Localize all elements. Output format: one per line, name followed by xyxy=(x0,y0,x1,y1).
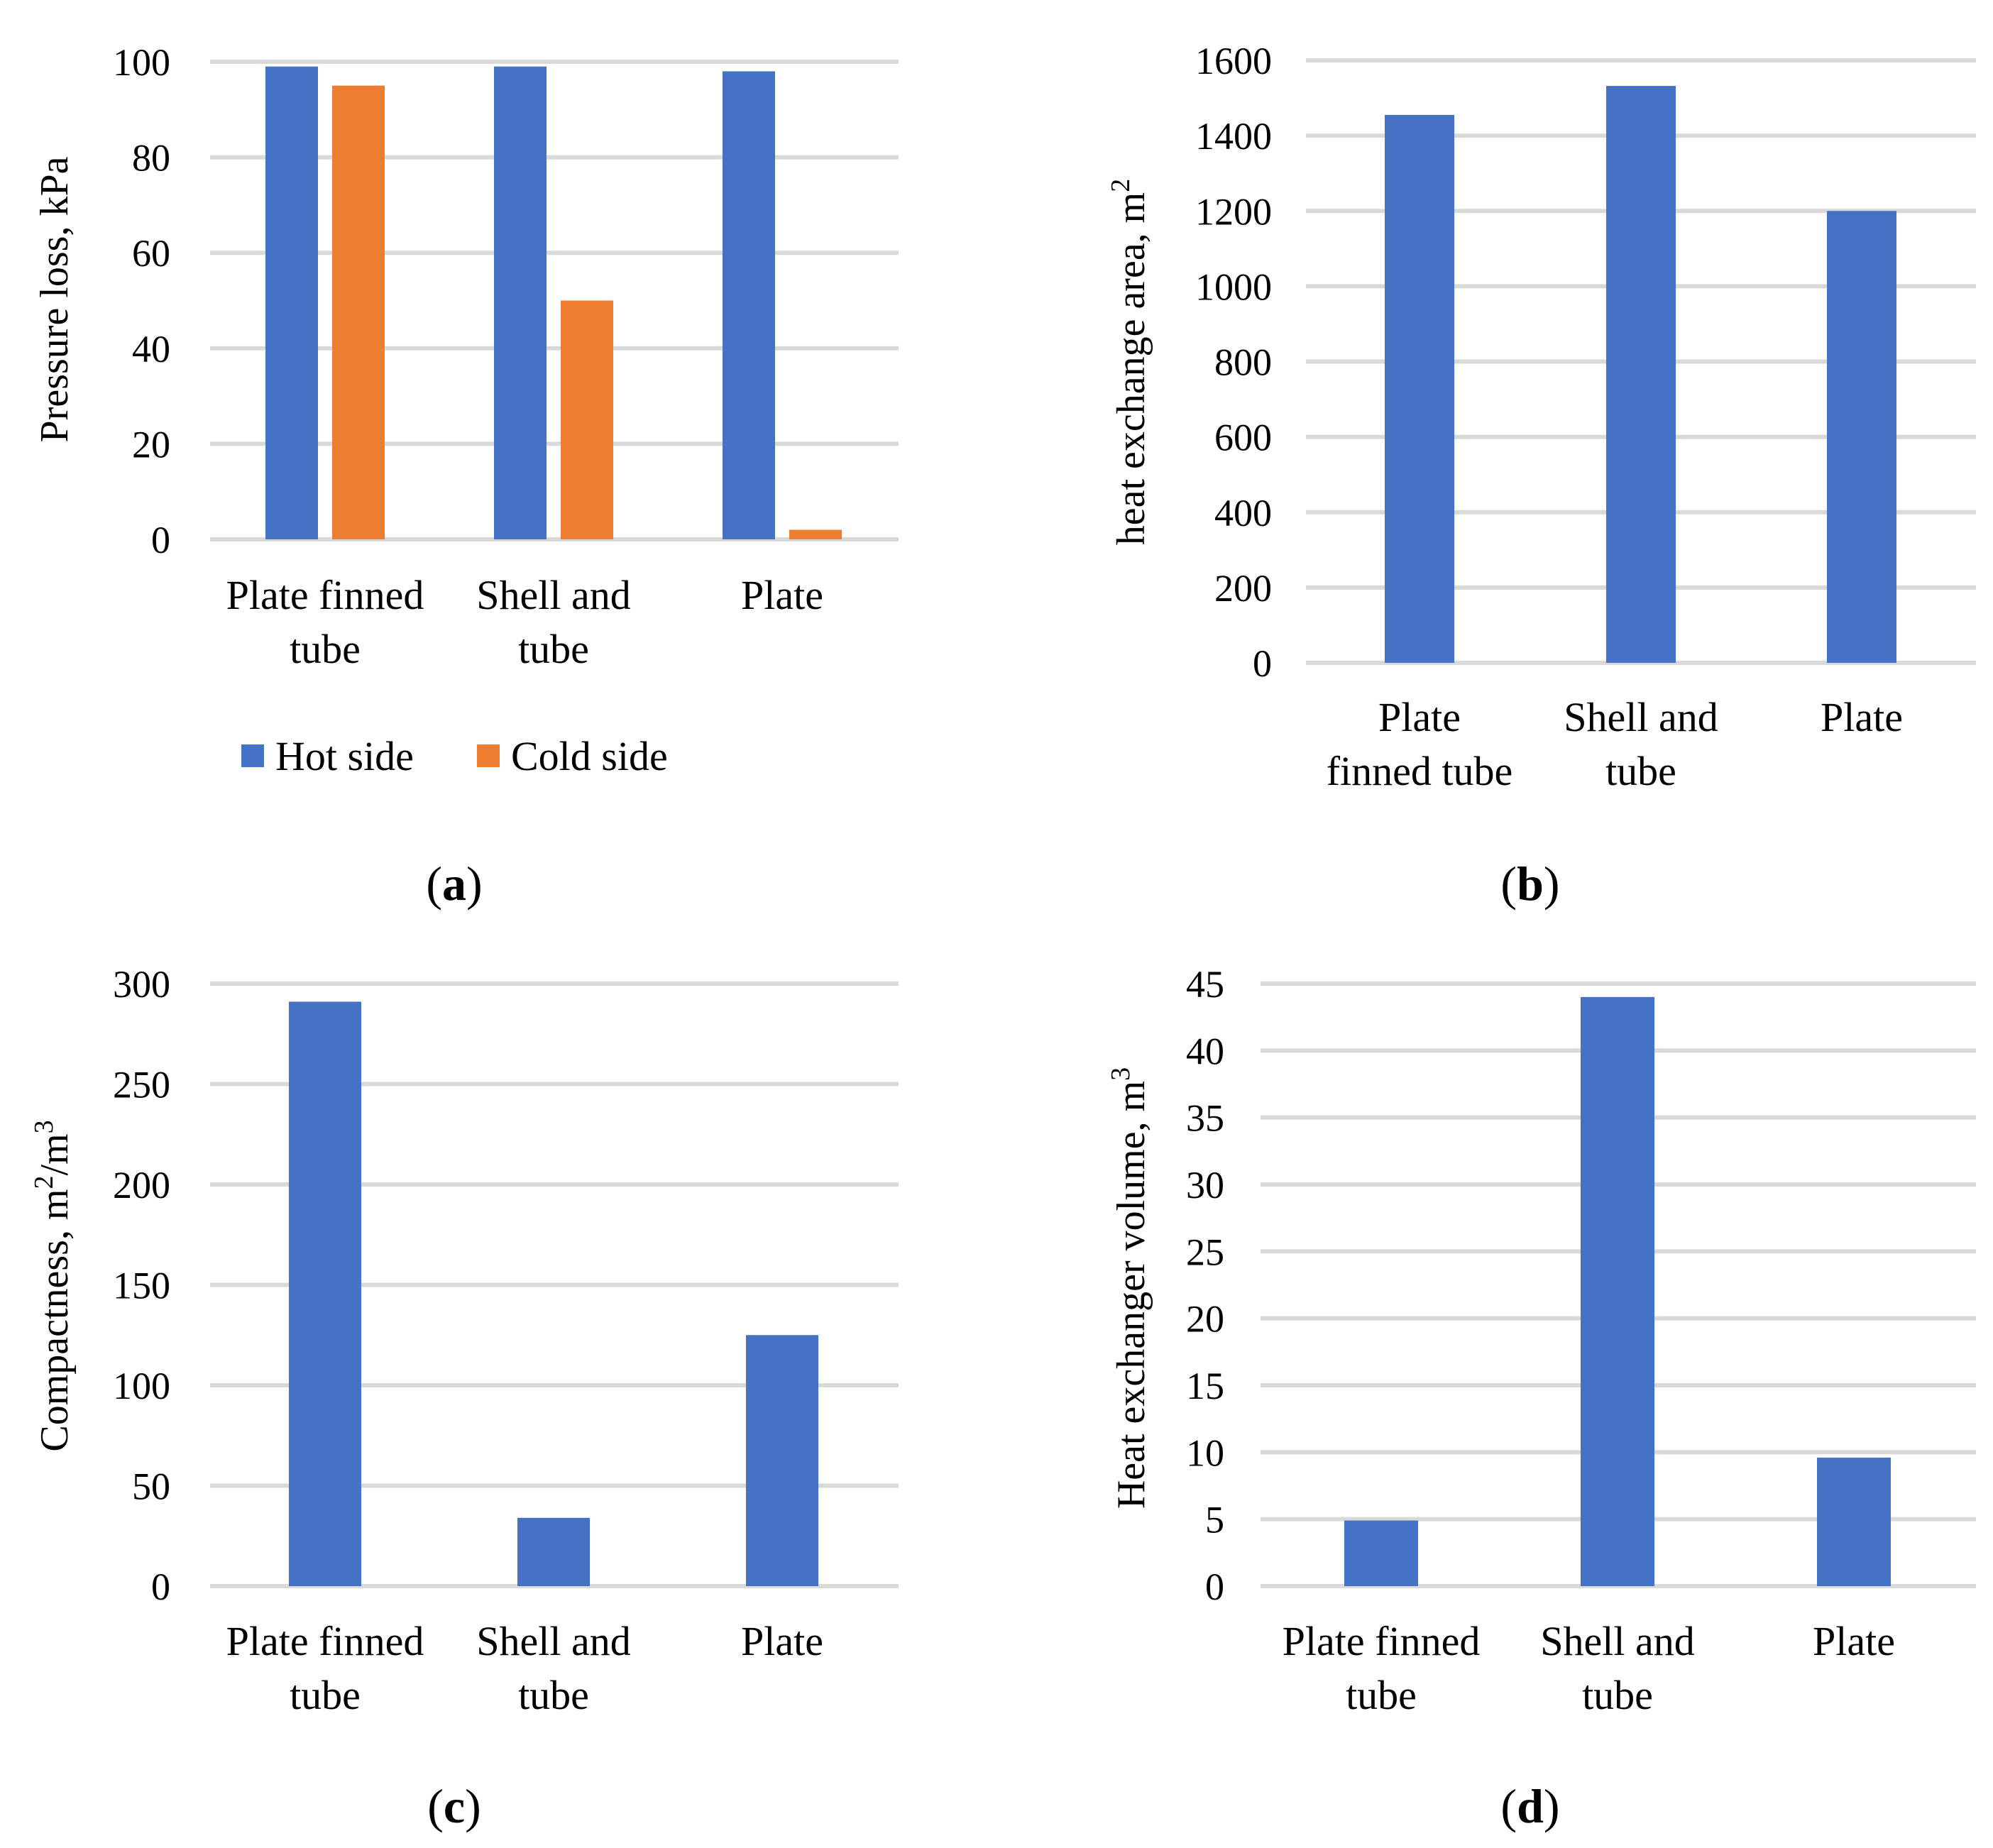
a-y-tick-label: 80 xyxy=(132,137,170,180)
b-category-label: tube xyxy=(1605,748,1676,794)
b-y-tick-label: 0 xyxy=(1253,642,1272,685)
d-y-tick-label: 0 xyxy=(1205,1566,1224,1608)
panel-a-gridlines xyxy=(210,60,899,541)
panel-a-y-tick-labels: 0 20 40 60 80 100 xyxy=(113,41,170,561)
c-y-tick-label: 300 xyxy=(113,963,170,1006)
panel-c-bars xyxy=(289,1001,818,1586)
panel-a-bars xyxy=(265,66,842,540)
a-category-label: Plate xyxy=(741,572,823,618)
c-bar-2 xyxy=(517,1517,590,1586)
d-y-tick-label: 10 xyxy=(1186,1431,1224,1474)
a-bar-hot-side-2 xyxy=(494,66,547,540)
c-bar-1 xyxy=(289,1001,361,1586)
c-y-tick-label: 250 xyxy=(113,1064,170,1106)
d-y-tick-label: 45 xyxy=(1186,963,1224,1006)
a-category-label: Plate finned xyxy=(226,572,424,618)
b-bar-3 xyxy=(1827,211,1896,663)
panel-c-y-axis-label: Compactness, m2/m3 xyxy=(29,1120,77,1451)
b-y-tick-label: 1400 xyxy=(1195,115,1272,158)
panel-d-heat-exchanger-volume-chart: 0 5 10 15 20 25 30 35 40 45 Plate finned tube Shell… xyxy=(1106,963,1976,1833)
b-y-tick-label: 400 xyxy=(1214,492,1272,534)
panel-a-category-labels: Plate finned tube Shell and tube Plate xyxy=(226,572,823,672)
d-category-label: tube xyxy=(1582,1672,1653,1718)
panel-b-bars xyxy=(1385,86,1896,664)
panel-c-category-labels: Plate finned tube Shell and tube Plate xyxy=(226,1618,823,1718)
d-y-tick-label: 5 xyxy=(1205,1499,1224,1541)
panel-d-y-tick-labels: 0 5 10 15 20 25 30 35 40 45 xyxy=(1186,963,1224,1608)
d-y-tick-label: 15 xyxy=(1186,1365,1224,1407)
c-y-tick-label: 100 xyxy=(113,1365,170,1407)
b-y-tick-label: 1600 xyxy=(1195,40,1272,82)
d-y-tick-label: 25 xyxy=(1186,1231,1224,1273)
panel-b-y-axis-label: heat exchange area, m2 xyxy=(1106,179,1153,545)
panel-d-bars xyxy=(1344,996,1891,1586)
b-bar-2 xyxy=(1606,86,1676,663)
a-bar-cold-side-2 xyxy=(561,300,613,539)
a-y-tick-label: 0 xyxy=(151,519,170,561)
c-bar-3 xyxy=(746,1335,818,1586)
a-y-tick-label: 100 xyxy=(113,41,170,84)
d-y-tick-label: 30 xyxy=(1186,1164,1224,1206)
d-y-tick-label: 35 xyxy=(1186,1097,1224,1140)
a-bar-cold-side-1 xyxy=(332,85,385,539)
d-category-label: Shell and xyxy=(1540,1618,1694,1664)
a-category-label: Shell and xyxy=(476,572,630,618)
a-category-label: tube xyxy=(290,626,361,672)
a-y-tick-label: 40 xyxy=(132,328,170,370)
panel-a-legend: Hot side Cold side xyxy=(241,733,668,779)
legend-label-cold-side: Cold side xyxy=(511,733,668,779)
panel-b-y-tick-labels: 0 200 400 600 800 1000 1200 1400 1600 xyxy=(1195,40,1272,685)
c-y-tick-label: 50 xyxy=(132,1465,170,1508)
d-category-label: tube xyxy=(1346,1672,1417,1718)
c-category-label: Plate xyxy=(741,1618,823,1664)
a-bar-hot-side-1 xyxy=(265,66,318,540)
a-bar-hot-side-3 xyxy=(723,71,775,539)
a-y-tick-label: 20 xyxy=(132,423,170,466)
d-bar-2 xyxy=(1581,996,1654,1586)
c-y-tick-label: 0 xyxy=(151,1566,170,1608)
a-bar-cold-side-3 xyxy=(789,529,842,539)
d-bar-1 xyxy=(1344,1520,1418,1586)
d-category-label: Plate finned xyxy=(1283,1618,1481,1664)
b-y-tick-label: 1200 xyxy=(1195,190,1272,233)
panel-c-compactness-chart: 0 50 100 150 200 250 300 Plate finned tube Shell… xyxy=(29,963,899,1833)
d-category-label: Plate xyxy=(1813,1618,1895,1664)
a-category-label: tube xyxy=(518,626,589,672)
panel-a-pressure-loss-chart: 0 20 40 60 80 100 Plate finned tube Shell and tu… xyxy=(33,41,899,911)
b-y-tick-label: 1000 xyxy=(1195,265,1272,308)
b-bar-1 xyxy=(1385,114,1454,664)
c-category-label: tube xyxy=(290,1672,361,1718)
panel-d-category-labels: Plate finned tube Shell and tube Plate xyxy=(1283,1618,1895,1718)
panel-a-y-axis-label: Pressure loss, kPa xyxy=(33,156,77,442)
legend-label-hot-side: Hot side xyxy=(275,733,414,779)
panel-a-label: (a) xyxy=(426,857,482,911)
d-bar-3 xyxy=(1817,1457,1891,1586)
b-y-tick-label: 200 xyxy=(1214,567,1272,610)
c-category-label: Plate finned xyxy=(226,1618,424,1664)
panel-d-y-axis-label: Heat exchanger volume, m3 xyxy=(1106,1067,1153,1509)
panel-c-y-tick-labels: 0 50 100 150 200 250 300 xyxy=(113,963,170,1608)
b-category-label: Shell and xyxy=(1564,694,1718,740)
c-category-label: tube xyxy=(518,1672,589,1718)
panel-b-category-labels: Plate finned tube Shell and tube Plate xyxy=(1327,694,1903,794)
b-y-tick-label: 600 xyxy=(1214,417,1272,459)
legend-swatch-cold-side xyxy=(477,744,500,767)
panel-d-label: (d) xyxy=(1500,1779,1559,1833)
a-y-tick-label: 60 xyxy=(132,232,170,275)
c-y-tick-label: 200 xyxy=(113,1164,170,1206)
c-y-tick-label: 150 xyxy=(113,1265,170,1307)
legend-swatch-hot-side xyxy=(241,744,264,767)
panel-c-label: (c) xyxy=(427,1779,481,1833)
c-category-label: Shell and xyxy=(476,1618,630,1664)
panel-b-label: (b) xyxy=(1500,857,1559,911)
b-category-label: Plate xyxy=(1821,694,1903,740)
d-y-tick-label: 20 xyxy=(1186,1298,1224,1341)
d-y-tick-label: 40 xyxy=(1186,1030,1224,1072)
b-category-label: finned tube xyxy=(1327,748,1513,794)
panel-b-heat-exchange-area-chart: 0 200 400 600 800 1000 1200 1400 1600 Plate finne… xyxy=(1106,40,1976,911)
b-y-tick-label: 800 xyxy=(1214,341,1272,384)
b-category-label: Plate xyxy=(1378,694,1461,740)
